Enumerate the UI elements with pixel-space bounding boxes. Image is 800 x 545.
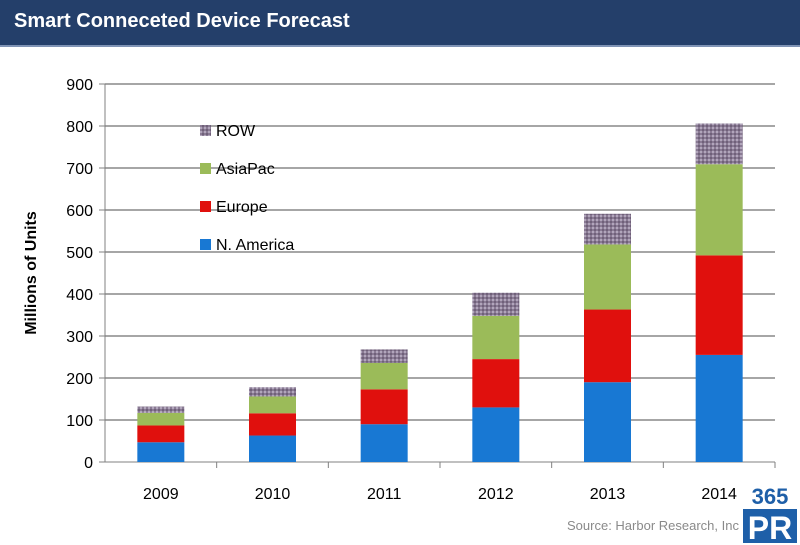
bar-asiapac-2012 [472, 315, 520, 360]
legend-swatch [200, 239, 211, 250]
bar-n-america-2011 [360, 424, 408, 462]
bar-europe-2009 [137, 425, 185, 443]
bar-row-2010 [249, 387, 296, 397]
bar-n-america-2013 [584, 382, 631, 462]
y-tick-label: 200 [66, 371, 93, 388]
bar-n-america-2014 [695, 354, 743, 462]
bar-row-2011 [360, 349, 408, 363]
bar-europe-2012 [472, 359, 520, 408]
y-tick-label: 700 [66, 161, 93, 178]
y-tick-label: 100 [66, 413, 93, 430]
bar-europe-2011 [360, 389, 408, 425]
y-tick-label: 800 [66, 119, 93, 136]
bar-row-2014 [695, 123, 743, 165]
logo-number: 365 [752, 484, 789, 509]
title-bar: Smart Conneceted Device Forecast [0, 0, 800, 45]
bar-row-2012 [472, 292, 520, 316]
x-tick-label: 2012 [478, 486, 514, 503]
bar-asiapac-2009 [137, 412, 185, 426]
bar-asiapac-2011 [360, 362, 408, 390]
y-tick-label: 900 [66, 77, 93, 94]
x-tick-label: 2009 [143, 486, 179, 503]
pr-logo-icon: 365 PR [740, 482, 800, 545]
legend-label: AsiaPac [216, 161, 275, 178]
legend-swatch [200, 201, 211, 212]
y-axis-label: Millions of Units [23, 211, 40, 335]
y-tick-label: 600 [66, 203, 93, 220]
bar-europe-2014 [695, 255, 743, 355]
bar-europe-2010 [249, 413, 296, 436]
legend-swatch [200, 125, 211, 136]
bar-row-2013 [584, 213, 631, 245]
legend-label: N. America [216, 237, 294, 254]
bar-row-2009 [137, 406, 185, 413]
bar-asiapac-2013 [584, 244, 631, 310]
x-tick-label: 2013 [590, 486, 626, 503]
x-tick-label: 2010 [255, 486, 291, 503]
x-tick-label: 2014 [701, 486, 737, 503]
legend-label: ROW [216, 123, 256, 140]
y-tick-label: 500 [66, 245, 93, 262]
bar-europe-2013 [584, 309, 631, 383]
bar-n-america-2010 [249, 435, 296, 462]
x-tick-label: 2011 [367, 486, 402, 503]
bar-asiapac-2014 [695, 164, 743, 256]
bar-asiapac-2010 [249, 396, 296, 414]
page-title: Smart Conneceted Device Forecast [14, 10, 350, 32]
chart: 0 100 200 300 400 500 600 700 800 900 Millions of … [23, 77, 776, 503]
y-tick-label: 400 [66, 287, 93, 304]
legend-label: Europe [216, 199, 268, 216]
y-tick-label: 0 [84, 455, 93, 472]
bar-n-america-2009 [137, 442, 185, 462]
y-tick-label: 300 [66, 329, 93, 346]
source-note: Source: Harbor Research, Inc. [567, 518, 743, 533]
legend-swatch [200, 163, 211, 174]
title-divider [0, 45, 800, 47]
bar-n-america-2012 [472, 407, 520, 462]
logo-letters: PR [748, 510, 792, 545]
